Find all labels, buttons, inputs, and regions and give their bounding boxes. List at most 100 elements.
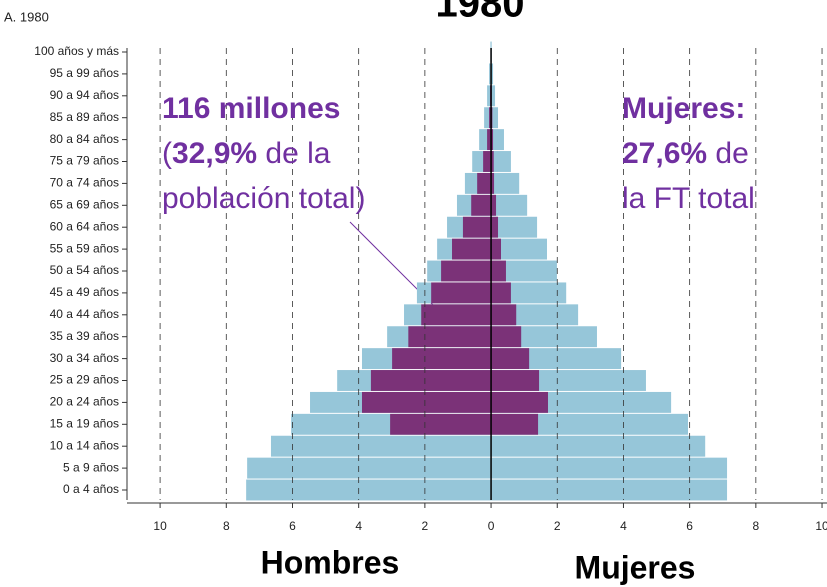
bar	[491, 370, 540, 391]
bar	[491, 326, 522, 348]
bar	[270, 435, 492, 457]
y-tick-label: 10 a 14 años	[50, 438, 119, 452]
x-tick-label: 6	[289, 519, 296, 533]
bar	[491, 216, 538, 238]
x-tick-label: 4	[355, 519, 362, 533]
y-tick-label: 85 a 89 años	[50, 110, 119, 124]
bar	[361, 391, 492, 413]
y-tick-label: 65 a 69 años	[50, 197, 119, 211]
annotation-run: (	[162, 137, 172, 170]
x-tick-label: 2	[554, 519, 561, 533]
bar	[471, 194, 492, 216]
x-tick-label: 2	[422, 519, 429, 533]
bar	[487, 129, 492, 151]
y-tick-label: 20 a 24 años	[50, 395, 119, 409]
bar	[489, 107, 492, 129]
y-tick-label: 50 a 54 años	[50, 263, 119, 277]
bar	[246, 479, 492, 501]
y-tick-label: 5 a 9 años	[63, 460, 119, 474]
bar	[491, 194, 497, 216]
bar	[479, 129, 492, 151]
y-tick-label: 70 a 74 años	[50, 176, 119, 190]
bar	[491, 391, 548, 413]
y-tick-label: 55 a 59 años	[50, 241, 119, 255]
bar	[491, 304, 517, 326]
x-tick-label: 6	[686, 519, 693, 533]
bar	[491, 129, 504, 151]
annotation-run: de	[707, 137, 749, 170]
bar	[491, 85, 496, 107]
annotation: Mujeres:	[622, 92, 745, 125]
annotation-run: de la	[257, 137, 331, 170]
bar	[491, 413, 539, 435]
bar	[491, 238, 501, 260]
header: A. 1980	[4, 9, 49, 24]
chart-title: 1980	[436, 0, 525, 26]
x-label-right: Mujeres	[575, 549, 696, 585]
bar	[489, 63, 492, 85]
y-tick-label: 15 a 19 años	[50, 416, 119, 430]
x-tick-label: 10	[153, 519, 167, 533]
bar	[483, 151, 492, 172]
bar	[491, 479, 728, 501]
x-tick-label: 4	[620, 519, 627, 533]
annotation: 116 millones	[162, 92, 340, 125]
bar	[487, 85, 492, 107]
y-tick-label: 95 a 99 años	[50, 66, 119, 80]
bar	[247, 457, 492, 479]
annotation: la FT total	[622, 182, 755, 215]
bar	[491, 435, 706, 457]
annotation-run: 116 millones	[162, 92, 340, 125]
bar	[441, 260, 492, 282]
y-tick-label: 45 a 49 años	[50, 285, 119, 299]
y-tick-label: 30 a 34 años	[50, 351, 119, 365]
x-tick-label: 10	[815, 519, 827, 533]
bar	[491, 107, 499, 129]
bar	[491, 151, 494, 172]
bar	[491, 457, 728, 479]
y-tick-label: 0 a 4 años	[63, 482, 119, 496]
y-tick-label: 75 a 79 años	[50, 154, 119, 168]
annotation-run: Mujeres:	[622, 92, 745, 125]
bar	[421, 304, 492, 326]
bar	[491, 260, 506, 282]
bar	[370, 370, 492, 391]
bar	[477, 172, 492, 194]
bar	[452, 238, 492, 260]
annotation-run: 32,9%	[172, 137, 257, 170]
y-tick-label: 35 a 39 años	[50, 329, 119, 343]
bar	[491, 151, 511, 172]
bar	[491, 63, 494, 85]
bar	[491, 172, 495, 194]
y-tick-label: 90 a 94 años	[50, 88, 119, 102]
bar	[491, 172, 520, 194]
bar	[491, 129, 494, 151]
x-label-left: Hombres	[261, 544, 400, 580]
bar	[462, 216, 492, 238]
bar	[431, 282, 492, 304]
y-tick-label: 40 a 44 años	[50, 307, 119, 321]
bars	[246, 41, 728, 501]
y-tick-label: 25 a 29 años	[50, 373, 119, 387]
y-tick-label: 80 a 84 años	[50, 132, 119, 146]
annotation-run: 27,6%	[622, 137, 707, 170]
bar	[491, 194, 528, 216]
x-tick-label: 0	[488, 519, 495, 533]
annotation: población total)	[162, 182, 365, 215]
bar	[390, 413, 492, 435]
annotation-run: la FT total	[622, 182, 755, 215]
y-tick-label: 100 años y más	[34, 44, 119, 58]
x-tick-label: 8	[752, 519, 759, 533]
bar	[491, 413, 688, 435]
y-tick-label: 60 a 64 años	[50, 219, 119, 233]
bar	[491, 348, 530, 370]
bar	[491, 238, 547, 260]
bar	[484, 107, 492, 129]
bar	[392, 348, 492, 370]
annotation: (32,9% de la	[162, 137, 331, 170]
bar	[408, 326, 492, 348]
annotation: 27,6% de	[622, 137, 749, 170]
bar	[491, 260, 557, 282]
annotation-run: población total)	[162, 182, 365, 215]
